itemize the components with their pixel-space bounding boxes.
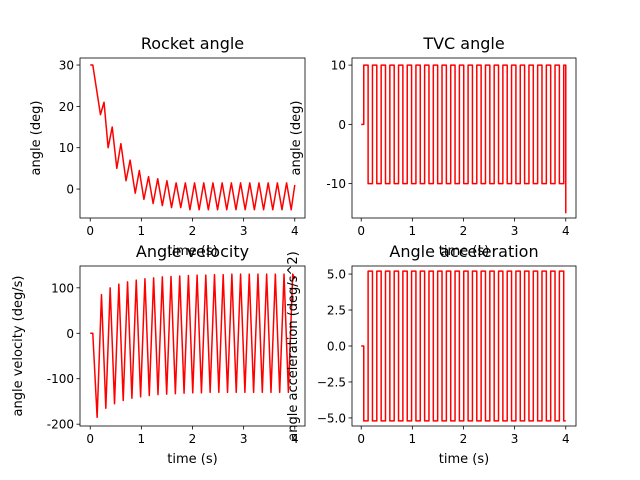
y-tick-label: 10 <box>331 59 346 73</box>
x-tick-label: 4 <box>291 224 299 238</box>
y-tick-label: −2.5 <box>317 375 346 389</box>
y-tick-label: 0 <box>66 183 74 197</box>
y-axis-label: angle velocity (deg/s) <box>11 276 26 417</box>
data-line <box>361 270 566 422</box>
subplot: 0 1 2 3 4 0 10 20 30 Rocket angle time (s) angle (d… <box>29 34 306 259</box>
x-tick-label: 2 <box>460 432 468 446</box>
y-tick-label: 20 <box>59 100 74 114</box>
x-axis-label: time (s) <box>167 452 217 467</box>
y-axis-label: angle acceleration (deg/s^2) <box>286 251 301 440</box>
subplot-title: Rocket angle <box>141 34 244 53</box>
y-tick-label: 100 <box>51 281 74 295</box>
x-tick-label: 2 <box>460 224 468 238</box>
y-tick-label: -200 <box>47 418 74 432</box>
x-tick-label: 3 <box>240 224 248 238</box>
y-axis-label: angle (deg) <box>29 101 44 176</box>
x-axis-label: time (s) <box>439 244 489 259</box>
y-tick-label: 0 <box>66 327 74 341</box>
y-tick-label: 10 <box>59 141 74 155</box>
data-line <box>90 273 296 419</box>
y-tick-label: 0 <box>338 118 346 132</box>
y-tick-label: 30 <box>59 59 74 73</box>
subplot: 0 1 2 3 4 −5.0 −2.5 0.0 2.5 5.0 Angle acceleration… <box>286 242 577 467</box>
x-tick-label: 0 <box>86 432 94 446</box>
y-tick-label: 5.0 <box>327 268 346 282</box>
y-tick-label: −5.0 <box>317 411 346 425</box>
x-tick-label: 2 <box>189 224 197 238</box>
y-axis-label: angle (deg) <box>289 101 304 176</box>
x-tick-label: 1 <box>409 224 417 238</box>
x-axis-label: time (s) <box>439 452 489 467</box>
x-tick-label: 0 <box>357 224 365 238</box>
x-axis-label: time (s) <box>167 244 217 259</box>
x-tick-label: 1 <box>138 432 146 446</box>
x-tick-label: 3 <box>240 432 248 446</box>
x-tick-label: 3 <box>511 432 519 446</box>
x-tick-label: 4 <box>562 224 570 238</box>
y-tick-label: -10 <box>326 177 346 191</box>
x-tick-label: 4 <box>562 432 570 446</box>
subplot-title: Angle velocity <box>136 242 249 261</box>
x-tick-label: 0 <box>357 432 365 446</box>
x-tick-label: 1 <box>138 224 146 238</box>
y-tick-label: 0.0 <box>327 340 346 354</box>
subplot: 0 1 2 3 4 -10 0 10 TVC angle time (s) angle (deg) <box>289 34 577 259</box>
y-tick-label: 2.5 <box>327 304 346 318</box>
x-tick-label: 0 <box>86 224 94 238</box>
x-tick-label: 2 <box>189 432 197 446</box>
x-tick-label: 4 <box>291 432 299 446</box>
x-tick-label: 3 <box>511 224 519 238</box>
data-line <box>90 64 296 211</box>
x-tick-label: 1 <box>409 432 417 446</box>
axes-frame <box>351 57 577 219</box>
data-line <box>361 64 567 214</box>
subplot-title: TVC angle <box>422 34 504 53</box>
y-tick-label: -100 <box>47 372 74 386</box>
subplot-title: Angle acceleration <box>389 242 538 261</box>
